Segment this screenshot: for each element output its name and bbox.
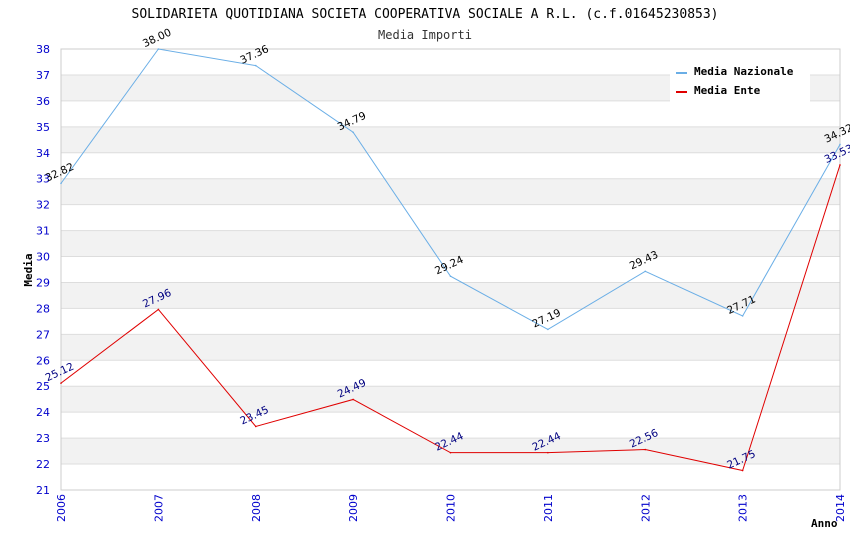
data-point bbox=[644, 270, 647, 273]
data-point bbox=[449, 275, 452, 278]
data-point bbox=[839, 143, 841, 146]
data-point bbox=[352, 398, 354, 401]
y-axis-label: Media bbox=[22, 253, 35, 286]
data-point bbox=[157, 308, 160, 311]
y-tick-label: 32 bbox=[36, 199, 50, 212]
data-point bbox=[60, 182, 62, 185]
plot-area bbox=[60, 48, 841, 491]
y-tick-label: 21 bbox=[36, 484, 50, 497]
y-tick-label: 25 bbox=[36, 380, 50, 393]
data-point bbox=[60, 382, 62, 384]
x-tick-label: 2013 bbox=[737, 494, 750, 522]
y-tick-label: 27 bbox=[36, 328, 50, 341]
x-tick-label: 2014 bbox=[834, 494, 847, 522]
chart-subtitle: Media Importi bbox=[378, 28, 472, 42]
grid-bands bbox=[61, 74, 840, 465]
y-tick-label: 29 bbox=[36, 276, 50, 289]
legend: Media Nazionale Media Ente bbox=[670, 60, 810, 102]
x-tick-label: 2006 bbox=[55, 494, 68, 522]
data-point bbox=[547, 328, 549, 331]
y-tick-label: 34 bbox=[36, 147, 50, 160]
x-tick-label: 2007 bbox=[152, 494, 165, 522]
grid-band bbox=[61, 282, 840, 309]
x-tick-label: 2008 bbox=[250, 494, 263, 522]
data-label: 27.19 bbox=[530, 307, 562, 331]
y-axis-ticks: 21 22 23 24 25 26 27 28 29 30 31 32 33 34 35 36 37 38 bbox=[36, 43, 50, 497]
y-tick-label: 38 bbox=[36, 43, 50, 56]
y-tick-label: 35 bbox=[36, 121, 50, 134]
grid-band bbox=[61, 386, 840, 413]
data-point bbox=[741, 315, 744, 317]
data-point bbox=[157, 48, 160, 50]
y-tick-label: 30 bbox=[36, 251, 50, 264]
y-tick-label: 31 bbox=[36, 225, 50, 238]
x-axis-ticks: 2006 2007 2008 2009 2010 2011 2012 2013 2014 bbox=[55, 494, 847, 522]
x-axis-label: Anno bbox=[811, 517, 838, 530]
grid-band bbox=[61, 178, 840, 205]
series-line-media-ente bbox=[60, 164, 841, 472]
chart-title: SOLIDARIETA QUOTIDIANA SOCIETA COOPERATI… bbox=[132, 7, 719, 22]
data-point bbox=[352, 131, 354, 134]
y-tick-label: 37 bbox=[36, 69, 50, 82]
legend-label-media-ente: Media Ente bbox=[694, 84, 761, 97]
y-tick-label: 26 bbox=[36, 354, 50, 367]
data-label: 37.36 bbox=[238, 43, 271, 67]
y-tick-label: 33 bbox=[36, 173, 50, 186]
grid-band bbox=[61, 230, 840, 257]
y-tick-label: 22 bbox=[36, 458, 50, 471]
y-tick-label: 23 bbox=[36, 432, 50, 445]
data-point bbox=[644, 448, 647, 451]
x-tick-label: 2012 bbox=[639, 494, 652, 522]
data-point bbox=[449, 451, 452, 454]
y-tick-label: 36 bbox=[36, 95, 50, 108]
y-tick-label: 28 bbox=[36, 302, 50, 315]
data-label: 38.00 bbox=[141, 26, 173, 50]
legend-label-media-nazionale: Media Nazionale bbox=[694, 65, 794, 78]
data-point bbox=[741, 469, 744, 472]
grid-band bbox=[61, 126, 840, 153]
data-point bbox=[839, 164, 841, 166]
legend-box bbox=[670, 60, 810, 102]
grid-band bbox=[61, 334, 840, 361]
x-tick-label: 2010 bbox=[445, 494, 458, 522]
data-point bbox=[254, 425, 257, 428]
grid-band bbox=[61, 438, 840, 465]
x-tick-label: 2011 bbox=[542, 494, 555, 522]
data-point bbox=[547, 451, 549, 454]
x-tick-label: 2009 bbox=[347, 494, 360, 522]
data-point bbox=[254, 64, 257, 67]
y-tick-label: 24 bbox=[36, 406, 50, 419]
